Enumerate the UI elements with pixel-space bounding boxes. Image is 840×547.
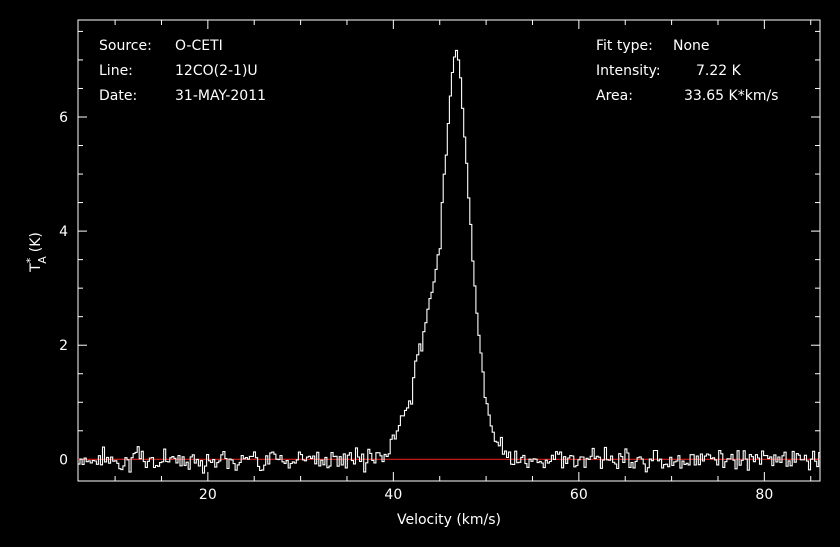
y-tick-label: 6 xyxy=(59,110,68,126)
x-tick-label: 80 xyxy=(755,487,773,503)
annot-date-key: Date: xyxy=(99,88,137,104)
annot-source-key: Source: xyxy=(99,38,152,54)
annot-line-value: 12CO(2-1)U xyxy=(175,63,258,79)
annot-fit-value: None xyxy=(673,38,710,54)
svg-text:T*A(K): T*A (K) xyxy=(24,232,49,273)
y-axis-label-unit: (K) xyxy=(28,232,44,252)
annot-area-key: Area: xyxy=(596,88,633,104)
annot-intensity-value: 7.22 K xyxy=(696,63,742,79)
tick-labels: 20 40 60 80 0 2 4 6 xyxy=(59,110,773,503)
y-axis-label-sup: * xyxy=(24,257,37,263)
y-tick-label: 2 xyxy=(59,338,68,354)
y-tick-label: 4 xyxy=(59,224,68,240)
annot-source-value: O-CETI xyxy=(175,38,223,54)
annotations-right: Fit type: None Intensity: 7.22 K Area: 3… xyxy=(596,38,778,104)
axis-ticks xyxy=(78,20,820,481)
spectrum-line xyxy=(78,49,820,474)
y-axis-label: T*A (K) xyxy=(24,232,49,273)
annot-fit-key: Fit type: xyxy=(596,38,653,54)
y-tick-label: 0 xyxy=(59,452,68,468)
y-axis-label-sub: A xyxy=(36,256,49,264)
annot-intensity-key: Intensity: xyxy=(596,63,661,79)
annot-area-value: 33.65 K*km/s xyxy=(684,88,778,104)
annot-date-value: 31-MAY-2011 xyxy=(175,88,266,104)
y-axis-label-base: T xyxy=(28,263,44,273)
annotations-left: Source: O-CETI Line: 12CO(2-1)U Date: 31… xyxy=(99,38,266,104)
plot-frame xyxy=(77,19,821,482)
x-tick-label: 40 xyxy=(384,487,402,503)
annot-line-key: Line: xyxy=(99,63,133,79)
x-axis-label: Velocity (km/s) xyxy=(397,512,501,528)
x-tick-label: 60 xyxy=(570,487,588,503)
x-tick-label: 20 xyxy=(199,487,217,503)
